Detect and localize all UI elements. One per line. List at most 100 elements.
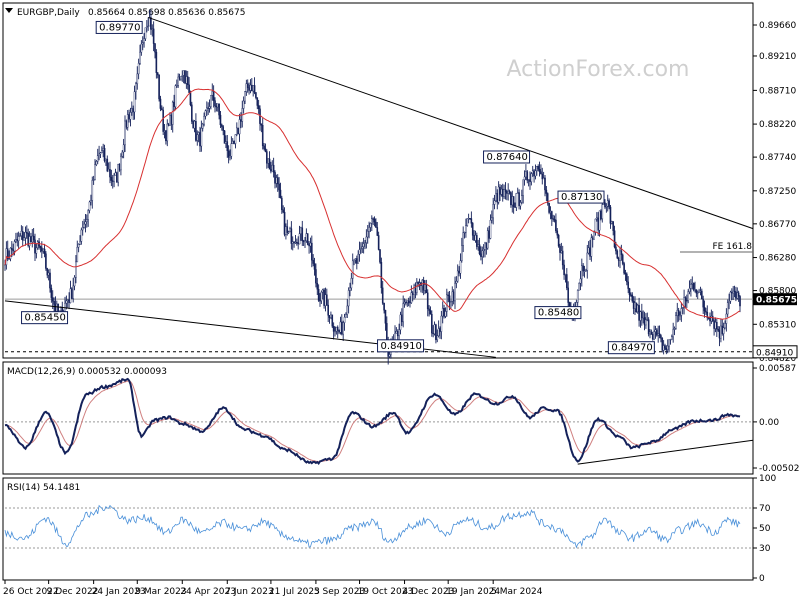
candle [473, 230, 475, 241]
candle [101, 146, 103, 154]
chart-header: EURGBP,Daily 0.85664 0.85698 0.85636 0.8… [5, 8, 245, 18]
candle [654, 325, 657, 339]
candle [585, 268, 587, 272]
svg-text:0.84970: 0.84970 [611, 343, 652, 354]
candle [236, 122, 238, 137]
candle [9, 247, 12, 262]
candle [364, 240, 366, 250]
candle [79, 235, 81, 245]
macd-tick-label: 0.00 [759, 418, 779, 428]
candle [677, 307, 680, 322]
candle [673, 326, 676, 336]
candle [523, 170, 526, 186]
candle [330, 311, 332, 320]
candle [646, 312, 649, 322]
upper-trendline [148, 16, 754, 230]
candle [679, 311, 681, 321]
candle [402, 295, 404, 328]
date-tick-label: 24 Apr 2023 [180, 587, 236, 597]
candle [605, 203, 608, 213]
candle [358, 241, 361, 262]
candle [233, 140, 235, 145]
price-tick-label: 0.89660 [759, 21, 796, 31]
candle [69, 280, 72, 304]
candle [117, 163, 119, 187]
candle [515, 193, 518, 212]
candle [31, 228, 34, 248]
candle [695, 289, 698, 298]
candle [241, 100, 244, 128]
candle [206, 101, 208, 117]
candle [466, 218, 469, 227]
candle [317, 284, 320, 302]
candle [604, 199, 606, 210]
candle [320, 290, 323, 304]
candle [619, 246, 621, 269]
candle [99, 151, 102, 159]
candle [437, 320, 440, 338]
candle [274, 170, 276, 189]
candle [600, 209, 602, 221]
candle [583, 265, 586, 278]
candle [729, 290, 732, 304]
last-price-value: 0.85675 [756, 296, 797, 306]
candle [30, 232, 32, 243]
candle [739, 295, 741, 313]
candle [53, 297, 55, 312]
main-panel-frame [2, 2, 754, 359]
candle [476, 232, 478, 250]
candle [136, 66, 139, 90]
candle [215, 103, 218, 112]
candle [379, 249, 381, 264]
candle [311, 235, 313, 268]
date-tick-label: 19 Jan 2024 [446, 587, 500, 597]
candle [178, 73, 181, 81]
candle [420, 281, 422, 293]
candle [326, 288, 328, 306]
candle [132, 105, 134, 120]
price-plot: FE 161.8 [4, 9, 754, 365]
candle [208, 99, 211, 113]
candle [492, 197, 494, 225]
candle [244, 91, 246, 104]
candle [690, 278, 692, 297]
candle [88, 200, 91, 214]
candle [426, 289, 429, 317]
candle [120, 153, 122, 176]
candle [45, 251, 47, 271]
candle [688, 280, 691, 295]
candle [17, 231, 20, 249]
candle [696, 290, 699, 300]
candle [204, 109, 207, 120]
candle [474, 230, 477, 243]
candle [163, 123, 166, 139]
candle [413, 283, 415, 300]
price-tick-label: 0.88710 [759, 86, 796, 96]
candle [182, 70, 185, 84]
candle [270, 161, 272, 174]
candle [665, 345, 668, 355]
candle [34, 233, 36, 262]
candle [491, 210, 493, 224]
date-tick-label: 21 Jul 2023 [269, 587, 320, 597]
candle [454, 276, 456, 310]
candle [501, 183, 504, 202]
candle [433, 321, 436, 336]
candle [102, 143, 104, 158]
candle [19, 233, 21, 237]
candle [286, 219, 289, 236]
candle [531, 165, 534, 177]
candle [463, 231, 466, 239]
candle [238, 113, 241, 142]
candle [201, 122, 204, 132]
candle [624, 269, 627, 281]
candle [705, 307, 707, 315]
candle [92, 175, 95, 185]
candle [428, 305, 430, 317]
candle [133, 85, 136, 120]
price-tick-label: 0.88220 [759, 120, 796, 130]
candle [372, 217, 374, 226]
svg-text:0.85450: 0.85450 [25, 313, 66, 324]
candle [188, 77, 190, 94]
